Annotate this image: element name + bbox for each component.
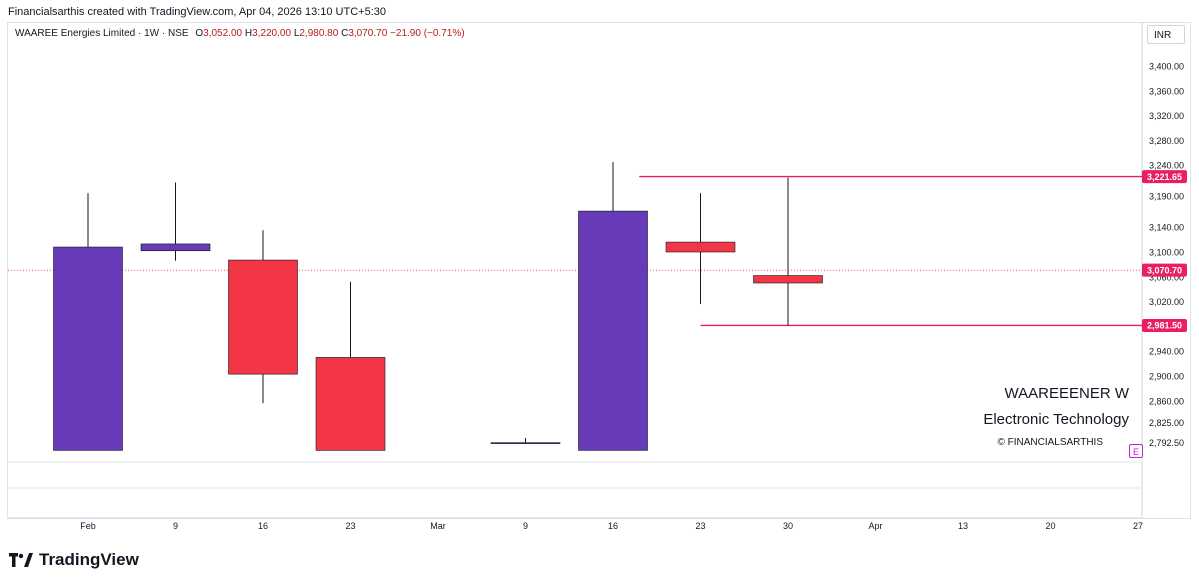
legend-close: 3,070.70 (348, 28, 388, 39)
price-level-label: 3,070.70 (1147, 265, 1182, 275)
y-tick-label: 2,900.00 (1149, 372, 1184, 382)
y-tick-label: 3,320.00 (1149, 111, 1184, 121)
x-tick-label: 30 (783, 521, 793, 531)
y-tick-label: 3,400.00 (1149, 62, 1184, 72)
legend-high-label: H (244, 28, 253, 39)
tradingview-brand: TradingView (9, 550, 139, 570)
watermark-copyright: © FINANCIALSARTHIS (997, 437, 1103, 448)
x-tick-label: 16 (258, 521, 268, 531)
x-tick-label: 16 (608, 521, 618, 531)
y-tick-label: 2,940.00 (1149, 347, 1184, 357)
candle-body[interactable] (140, 243, 211, 252)
y-tick-label: 3,360.00 (1149, 86, 1184, 96)
x-tick-label: 20 (1045, 521, 1055, 531)
legend-close-label: C (341, 28, 349, 39)
x-tick-label: 27 (1133, 521, 1143, 531)
symbol-legend: WAAREE Energies Limited · 1W · NSE O3,05… (15, 28, 465, 39)
created-with-header: Financialsarthis created with TradingVie… (8, 6, 386, 18)
x-tick-label: Feb (80, 521, 96, 531)
y-tick-label: 3,100.00 (1149, 248, 1184, 258)
y-tick-label: 2,792.50 (1149, 438, 1184, 448)
watermark-sector: Electronic Technology (983, 411, 1129, 428)
candle-body[interactable] (315, 357, 386, 451)
legend-open-label: O (195, 28, 204, 39)
y-tick-label: 3,140.00 (1149, 223, 1184, 233)
candle-body[interactable] (753, 275, 823, 284)
watermark-symbol: WAAREEENER W (1004, 385, 1129, 402)
price-level-badge (1142, 318, 1187, 332)
price-level-label: 3,221.65 (1147, 172, 1182, 182)
x-tick-label: 9 (173, 521, 178, 531)
legend-high: 3,220.00 (252, 28, 292, 39)
legend-low: 2,980.80 (299, 28, 339, 39)
x-tick-label: 23 (695, 521, 705, 531)
x-tick-label: 23 (345, 521, 355, 531)
candle-body[interactable] (53, 246, 123, 451)
legend-change: −21.90 (−0.71%) (390, 28, 465, 39)
y-tick-label: 2,860.00 (1149, 396, 1184, 406)
price-level-badge (1142, 263, 1187, 277)
currency-button[interactable]: INR (1147, 25, 1185, 44)
x-tick-label: Mar (430, 521, 446, 531)
y-tick-label: 3,190.00 (1149, 192, 1184, 202)
price-level-label: 2,981.50 (1147, 321, 1182, 331)
tradingview-logo-icon (9, 553, 33, 567)
candle-body[interactable] (578, 210, 648, 451)
y-tick-label: 3,240.00 (1149, 161, 1184, 171)
y-tick-label: 2,825.00 (1149, 418, 1184, 428)
footer-brand-text: TradingView (39, 550, 139, 569)
earnings-e-icon[interactable]: E (1129, 444, 1143, 458)
legend-low-label: L (293, 28, 300, 39)
price-level-badge (1142, 170, 1187, 184)
candle-body[interactable] (228, 259, 298, 375)
y-tick-label: 3,060.00 (1149, 272, 1184, 282)
legend-open: 3,052.00 (203, 28, 243, 39)
y-tick-label: 3,020.00 (1149, 297, 1184, 307)
candle-body[interactable] (665, 241, 736, 253)
legend-symbol[interactable]: WAAREE Energies Limited · 1W · NSE (15, 28, 189, 39)
candle-body[interactable] (490, 442, 561, 444)
y-tick-label: 3,280.00 (1149, 136, 1184, 146)
x-tick-label: 13 (958, 521, 968, 531)
x-tick-label: Apr (868, 521, 882, 531)
x-tick-label: 9 (523, 521, 528, 531)
